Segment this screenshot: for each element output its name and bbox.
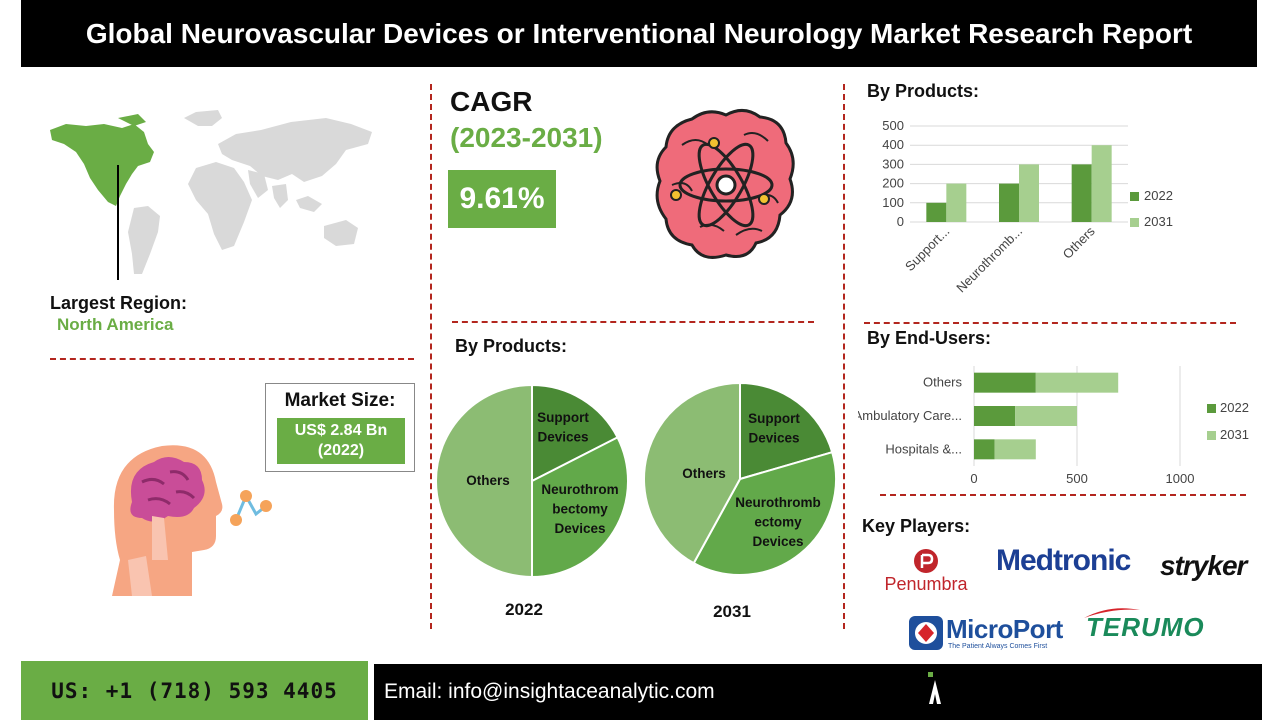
pie-slice-label: ectomy — [754, 515, 802, 530]
report-title: Global Neurovascular Devices or Interven… — [21, 0, 1257, 67]
penumbra-text: Penumbra — [884, 574, 968, 594]
hbar-2031 — [1015, 406, 1077, 426]
stryker-logo: stryker — [1160, 550, 1247, 581]
products-bar-chart: 0 100 200 300 400 500 Support... Neurothromb...… — [882, 118, 1173, 296]
bar-ytick-label: 500 — [882, 118, 904, 133]
cagr-value: 9.61% — [448, 170, 556, 228]
bar-2022 — [999, 183, 1019, 222]
terumo-text: TERUMO — [1086, 612, 1205, 642]
bar-category-label: Others — [1060, 223, 1099, 262]
medtronic-logo: Medtronic — [996, 544, 1131, 577]
head-brain-icon — [112, 445, 272, 596]
bar-ytick-label: 100 — [882, 195, 904, 210]
by-products-pie-label: By Products: — [455, 336, 568, 356]
bar-legend-label: 2022 — [1144, 188, 1173, 203]
divider-right — [843, 84, 845, 629]
hbar-legend-label: 2031 — [1220, 427, 1249, 442]
penumbra-icon — [914, 549, 938, 573]
pie-slice-label: bectomy — [552, 502, 608, 517]
brain-atom-icon — [655, 109, 795, 259]
divider-endusers — [880, 494, 1246, 496]
pie-slice — [739, 381, 834, 481]
pie-year-label: 2031 — [713, 602, 751, 621]
pie-charts: SupportDevicesNeurothrombectomyDevicesOt… — [435, 381, 837, 621]
bar-ytick-label: 200 — [882, 176, 904, 191]
region-pointer-line — [117, 165, 119, 280]
pie-slice — [435, 383, 533, 579]
market-size-amount: US$ 2.84 Bn — [294, 422, 388, 439]
by-end-users-label: By End-Users: — [867, 328, 992, 348]
hbar-category-label: Ambulatory Care... — [858, 408, 962, 423]
hbar-legend-swatch — [1207, 431, 1216, 440]
microport-icon — [909, 616, 943, 650]
pie-slice-label: Others — [466, 473, 510, 488]
bar-ytick-label: 300 — [882, 156, 904, 171]
bar-legend-swatch — [1130, 192, 1139, 201]
bar-ytick-label: 400 — [882, 137, 904, 152]
pie-slice-label: Devices — [537, 430, 588, 445]
cagr-label: CAGR — [450, 86, 533, 117]
hbar-2022 — [974, 406, 1016, 426]
microport-logo: MicroPort The Patient Always Comes First — [908, 614, 1074, 654]
hbar-xtick-label: 0 — [970, 471, 977, 486]
pie-slice — [643, 381, 741, 565]
bar-2031 — [1019, 164, 1039, 222]
pie-slice — [692, 450, 837, 576]
pie-slice — [531, 383, 619, 483]
market-size-box: Market Size: US$ 2.84 Bn (2022) — [265, 383, 415, 472]
end-users-bar-chart: 0 500 1000 Others Ambulatory Care... Hospital… — [858, 366, 1249, 486]
market-size-year: (2022) — [317, 442, 365, 459]
footer-phone[interactable]: US: +1 (718) 593 4405 — [21, 661, 368, 720]
bar-2022 — [1071, 164, 1092, 222]
microport-tagline: The Patient Always Comes First — [948, 643, 1048, 650]
insightace-logo-icon — [928, 672, 941, 704]
pie-slice-label: Devices — [748, 431, 799, 446]
bar-2022 — [926, 202, 947, 222]
pie-slice-label: Support — [537, 410, 589, 425]
hbar-2031 — [994, 439, 1036, 460]
pie-slice-label: Support — [748, 411, 800, 426]
by-products-bar-label: By Products: — [867, 81, 980, 101]
cagr-years: (2023-2031) — [450, 122, 603, 153]
divider-region — [50, 358, 414, 360]
terumo-swoosh-icon — [1084, 608, 1140, 618]
divider-cagr — [452, 321, 814, 323]
bar-category-label: Support... — [902, 224, 952, 274]
bar-2031 — [1091, 145, 1112, 222]
pie-slice-label: Devices — [752, 534, 803, 549]
hbar-category-label: Others — [923, 375, 963, 390]
key-players-label: Key Players: — [862, 516, 971, 536]
hbar-2022 — [974, 372, 1036, 393]
penumbra-logo: Penumbra — [876, 548, 976, 596]
divider-left — [430, 84, 432, 629]
hbar-legend-swatch — [1207, 404, 1216, 413]
pie-slice-label: Others — [682, 466, 726, 481]
hbar-xtick-label: 1000 — [1166, 471, 1195, 486]
hbar-category-label: Hospitals &... — [885, 441, 962, 456]
pie-slice-label: Neurothrom — [541, 482, 618, 497]
pie-year-label: 2022 — [505, 600, 543, 619]
microport-text: MicroPort — [946, 614, 1063, 644]
bar-2031 — [946, 183, 967, 222]
hbar-xtick-label: 500 — [1066, 471, 1088, 486]
hbar-2031 — [1035, 372, 1119, 393]
bar-category-label: Neurothromb... — [953, 224, 1025, 296]
hbar-2022 — [974, 439, 995, 460]
market-size-label: Market Size: — [284, 390, 396, 411]
terumo-logo: TERUMO — [1082, 606, 1238, 646]
pie-slice — [531, 436, 629, 579]
pie-slice-label: Neurothromb — [735, 495, 821, 510]
divider-products — [864, 322, 1236, 324]
pie-slice-label: Devices — [554, 521, 605, 536]
world-map — [50, 110, 372, 274]
largest-region-value: North America — [57, 315, 174, 334]
north-america-shape — [50, 124, 154, 206]
footer-email[interactable]: Email: info@insightaceanalytic.com — [374, 664, 1262, 720]
largest-region-label: Largest Region: — [50, 293, 188, 313]
bar-legend-swatch — [1130, 218, 1139, 227]
bar-legend-label: 2031 — [1144, 214, 1173, 229]
bar-ytick-label: 0 — [897, 214, 904, 229]
hbar-legend-label: 2022 — [1220, 400, 1249, 415]
market-size-value: US$ 2.84 Bn (2022) — [277, 418, 405, 464]
